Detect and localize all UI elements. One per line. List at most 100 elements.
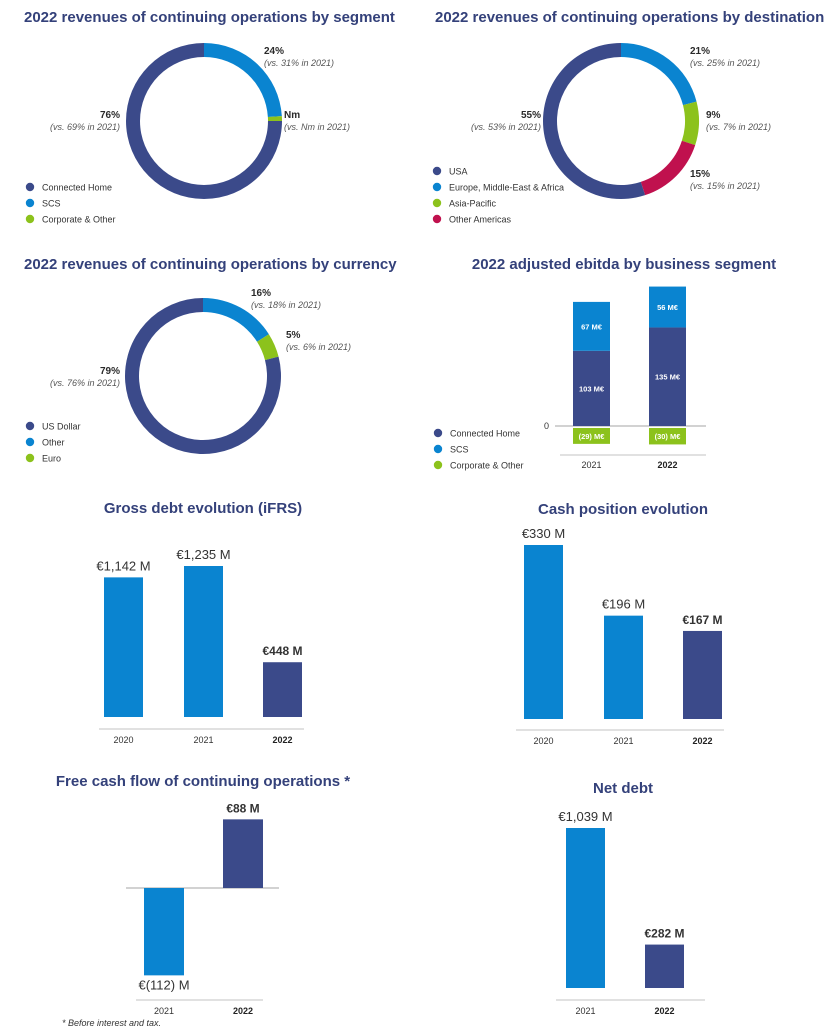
gross-value-2021: €1,235 M <box>176 547 230 562</box>
ebitda-bar-connected-home <box>573 350 610 426</box>
ebitda-zero-label: 0 <box>544 421 549 431</box>
slice-label-connected-home: 76% <box>100 110 120 121</box>
ebitda-value-scs: 56 M€ <box>657 303 679 312</box>
slice-vs-other-americas: (vs. 15% in 2021) <box>690 181 760 191</box>
fcf-tick-2021: 2021 <box>154 1006 174 1016</box>
legend-label-other-americas: Other Americas <box>449 215 512 225</box>
fcf-bar-2021 <box>144 888 184 976</box>
legend-swatch-other-americas <box>432 214 442 224</box>
slice-label-other-americas: 15% <box>690 169 710 180</box>
legend-swatch-connected-home <box>433 428 443 438</box>
legend-swatch-euro <box>25 453 35 463</box>
slice-europe-middle-east-africa <box>621 43 697 106</box>
fcf-value-2021: €(112) M <box>138 977 189 992</box>
slice-label-asia-pacific: 9% <box>706 110 721 121</box>
legend-swatch-usa <box>432 166 442 176</box>
gross-bar-2021 <box>184 566 223 717</box>
legend-swatch-scs <box>25 198 35 208</box>
ebitda-bar-corporate-other <box>649 428 686 445</box>
fcf-footnote: * Before interest and tax. <box>62 1018 161 1028</box>
slice-vs-corporate-other: (vs. Nm in 2021) <box>284 122 350 132</box>
slice-scs <box>204 43 282 117</box>
slice-other <box>203 298 269 342</box>
ebitda-value-connected-home: 103 M€ <box>579 384 605 393</box>
currency-chart-title: 2022 revenues of continuing operations b… <box>24 256 397 273</box>
slice-other-americas <box>640 140 696 196</box>
cash-tick-2020: 2020 <box>533 736 553 746</box>
legend-label-europe-middle-east-africa: Europe, Middle-East & Africa <box>449 183 564 193</box>
netdebt-chart-title: Net debt <box>593 780 653 797</box>
slice-label-other: 16% <box>251 288 271 299</box>
fcf-bar-2022 <box>223 819 263 888</box>
netdebt-value-2022: €282 M <box>644 927 684 941</box>
fcf-chart-title: Free cash flow of continuing operations … <box>56 773 350 790</box>
slice-usa <box>543 43 646 199</box>
netdebt-value-2021: €1,039 M <box>558 809 612 824</box>
slice-label-usa: 55% <box>521 110 541 121</box>
legend-swatch-asia-pacific <box>432 198 442 208</box>
segment-chart-title: 2022 revenues of continuing operations b… <box>24 9 395 26</box>
cash-bar-2021 <box>604 615 643 719</box>
slice-vs-connected-home: (vs. 69% in 2021) <box>50 122 120 132</box>
netdebt-bar-2021 <box>566 828 605 988</box>
cash-tick-2021: 2021 <box>613 736 633 746</box>
destination-donut <box>543 43 700 199</box>
slice-label-us-dollar: 79% <box>100 366 120 377</box>
cash-value-2021: €196 M <box>602 597 645 612</box>
legend-swatch-connected-home <box>25 182 35 192</box>
slice-label-corporate-other: Nm <box>284 110 300 121</box>
ebitda-chart-title: 2022 adjusted ebitda by business segment <box>472 256 776 273</box>
gross-chart-title: Gross debt evolution (iFRS) <box>104 500 302 517</box>
legend-label-corporate-other: Corporate & Other <box>42 215 116 225</box>
slice-label-euro: 5% <box>286 330 301 341</box>
fcf-value-2022: €88 M <box>226 801 259 815</box>
ebitda-value-corporate-other: (30) M€ <box>655 432 682 441</box>
destination-chart-title: 2022 revenues of continuing operations b… <box>435 9 824 26</box>
slice-label-europe-middle-east-africa: 21% <box>690 46 710 57</box>
slice-asia-pacific <box>681 101 700 146</box>
slice-vs-asia-pacific: (vs. 7% in 2021) <box>706 122 771 132</box>
slice-corporate-other <box>267 116 282 121</box>
slice-vs-euro: (vs. 6% in 2021) <box>286 342 351 352</box>
legend-label-usa: USA <box>449 167 468 177</box>
gross-value-2022: €448 M <box>262 644 302 658</box>
legend-label-euro: Euro <box>42 454 61 464</box>
legend-swatch-other <box>25 437 35 447</box>
gross-value-2020: €1,142 M <box>96 558 150 573</box>
cash-bar-2022 <box>683 630 722 719</box>
cash-tick-2022: 2022 <box>692 736 712 746</box>
ebitda-bar-scs <box>649 286 686 328</box>
slice-label-scs: 24% <box>264 46 284 57</box>
cash-value-2022: €167 M <box>682 613 722 627</box>
ebitda-value-connected-home: 135 M€ <box>655 373 681 382</box>
legend-label-scs: SCS <box>42 199 61 209</box>
legend-label-connected-home: Connected Home <box>42 183 112 193</box>
ebitda-bar-scs <box>573 301 610 351</box>
legend-label-other: Other <box>42 438 65 448</box>
legend-label-asia-pacific: Asia-Pacific <box>449 199 497 209</box>
slice-vs-other: (vs. 18% in 2021) <box>251 300 321 310</box>
netdebt-tick-2021: 2021 <box>575 1006 595 1016</box>
ebitda-value-corporate-other: (29) M€ <box>579 432 606 441</box>
cash-chart-title: Cash position evolution <box>538 501 708 518</box>
gross-bar-2020 <box>104 577 143 717</box>
cash-bar-2020 <box>524 545 563 719</box>
fcf-tick-2022: 2022 <box>233 1006 253 1016</box>
ebitda-value-scs: 67 M€ <box>581 322 603 331</box>
ebitda-tick-2022: 2022 <box>657 460 677 470</box>
gross-bar-2022 <box>263 662 302 717</box>
currency-donut <box>125 298 281 455</box>
legend-swatch-corporate-other <box>25 214 35 224</box>
netdebt-bar-2022 <box>645 944 684 988</box>
legend-swatch-corporate-other <box>433 460 443 470</box>
slice-euro <box>257 334 279 361</box>
legend-swatch-scs <box>433 444 443 454</box>
cash-value-2020: €330 M <box>522 526 565 541</box>
legend-label-corporate-other: Corporate & Other <box>450 461 524 471</box>
ebitda-bar-connected-home <box>649 327 686 426</box>
legend-swatch-europe-middle-east-africa <box>432 182 442 192</box>
slice-vs-europe-middle-east-africa: (vs. 25% in 2021) <box>690 58 760 68</box>
segment-donut <box>126 43 282 199</box>
legend-label-scs: SCS <box>450 445 469 455</box>
